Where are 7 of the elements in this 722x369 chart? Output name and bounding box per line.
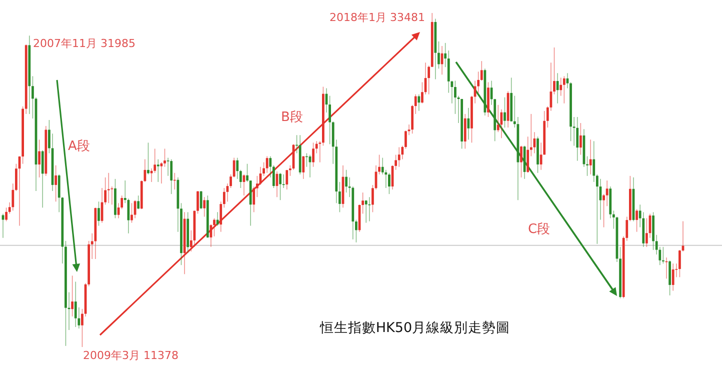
annotation: C段 xyxy=(528,222,550,237)
annotation: 2018年1月 33481 xyxy=(330,11,425,24)
annotation: B段 xyxy=(281,110,303,125)
annotation: 2007年11月 31985 xyxy=(33,37,136,50)
annotation: A段 xyxy=(68,139,90,154)
text: 恒生指數HK50月線級別走勢圖 xyxy=(318,320,510,336)
text: 2009年3月 11378 xyxy=(83,349,178,362)
